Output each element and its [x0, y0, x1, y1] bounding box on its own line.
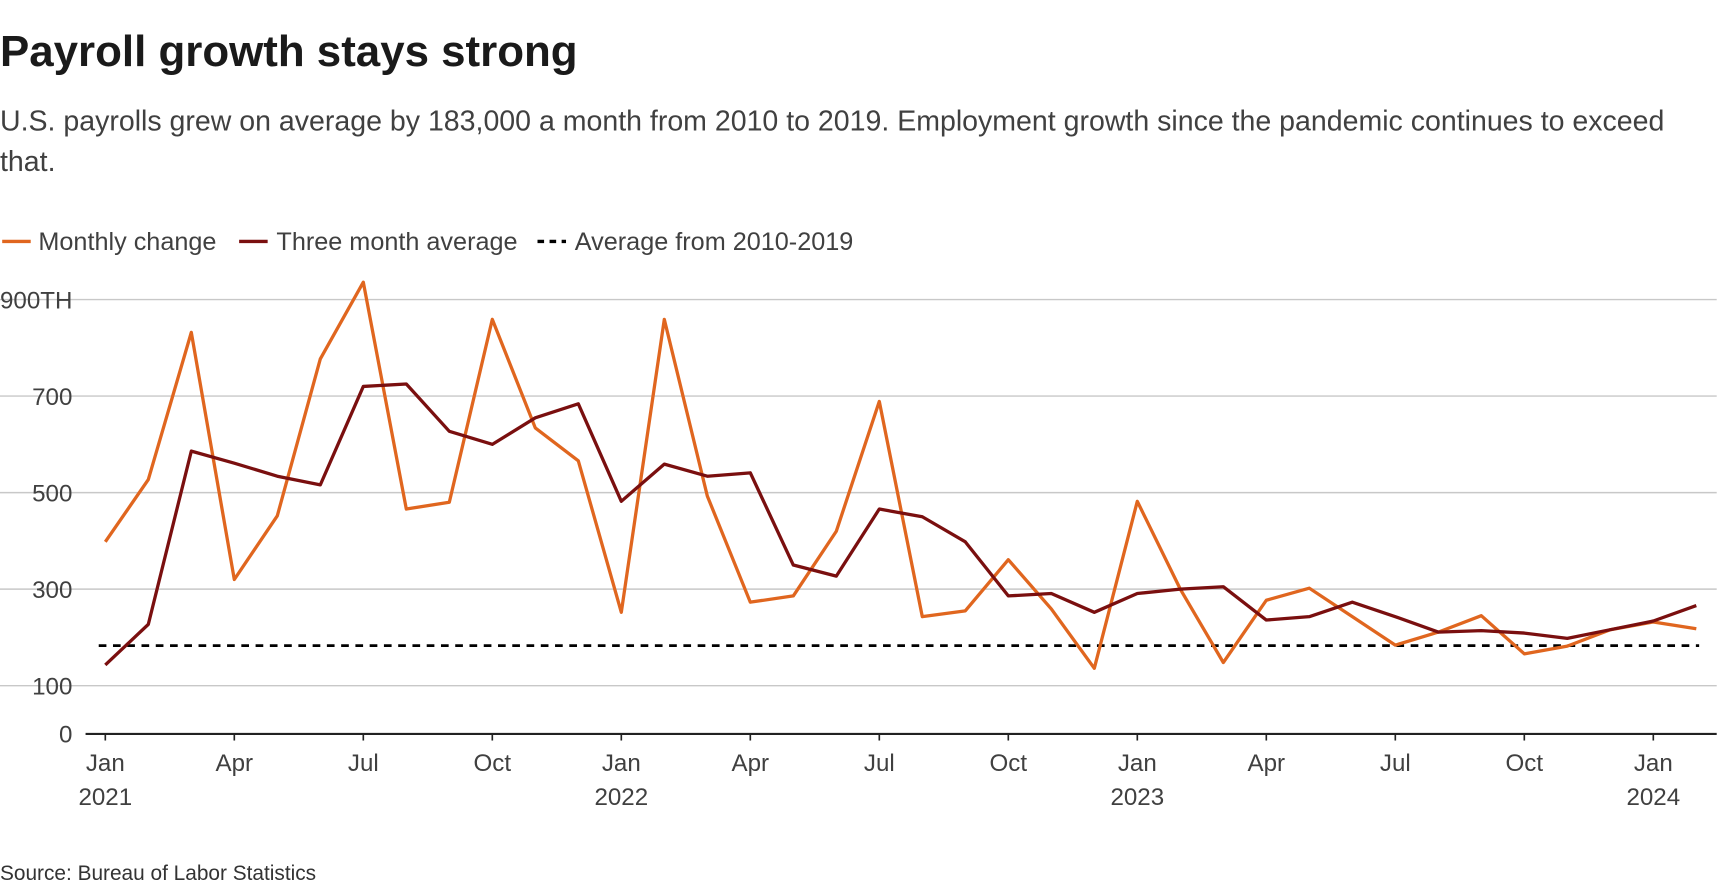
chart-title: Payroll growth stays strong — [0, 27, 578, 76]
legend: Monthly change Three month average Avera… — [2, 228, 853, 256]
y-tick-label: 0 — [59, 722, 72, 749]
x-tick-label: Jan — [1118, 750, 1157, 777]
x-tick-label: Jul — [864, 750, 895, 777]
y-tick-label: 300 — [32, 577, 72, 604]
x-tick-year-label: 2022 — [594, 784, 648, 811]
x-tick-label: Jan — [86, 750, 125, 777]
x-tick-year-label: 2024 — [1626, 784, 1680, 811]
x-axis: Jan 2021 Apr Jul Oct Jan 2022 Apr Jul Oct Jan 2023 A… — [78, 732, 1717, 811]
x-tick-label: Apr — [732, 750, 770, 777]
legend-label-reference: Average from 2010-2019 — [575, 228, 854, 256]
x-tick-label: Oct — [990, 750, 1028, 777]
series-line-three-month-average — [104, 382, 1697, 667]
y-tick-label: 500 — [32, 480, 72, 507]
series-line-monthly-change — [103, 280, 1697, 670]
x-tick-year-label: 2023 — [1110, 784, 1164, 811]
chart-subtitle: U.S. payrolls grew on average by 183,000… — [0, 106, 1664, 138]
y-tick-label: 700 — [32, 384, 72, 411]
legend-label-average: Three month average — [276, 228, 517, 256]
x-tick-label: Oct — [474, 750, 512, 777]
x-tick-label: Apr — [216, 750, 254, 777]
legend-label-monthly: Monthly change — [38, 228, 216, 256]
x-tick-label: Jan — [1634, 750, 1673, 777]
y-grid: 0 100 300 500 700 900TH — [0, 287, 1717, 749]
y-tick-label: 900TH — [0, 287, 72, 314]
x-tick-label: Jul — [1380, 750, 1411, 777]
x-tick-label: Apr — [1248, 750, 1286, 777]
plot-area — [98, 280, 1700, 670]
source-note: Source: Bureau of Labor Statistics — [0, 862, 316, 885]
x-tick-year-label: 2021 — [78, 784, 132, 811]
chart-subtitle-cont: that. — [0, 146, 56, 178]
y-tick-label: 100 — [32, 673, 72, 700]
x-tick-label: Jul — [348, 750, 379, 777]
x-tick-label: Jan — [602, 750, 641, 777]
x-tick-label: Oct — [1506, 750, 1544, 777]
